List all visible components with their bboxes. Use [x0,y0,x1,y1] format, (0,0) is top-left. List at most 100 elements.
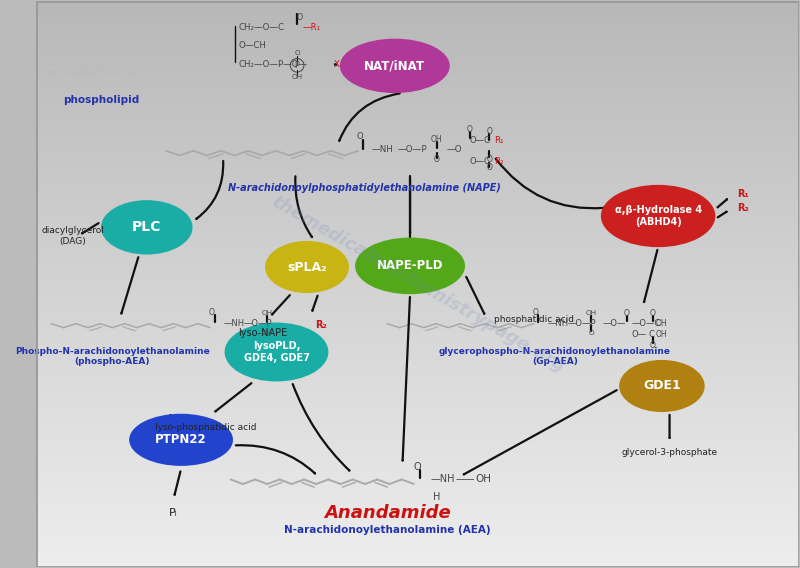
Bar [36,473,799,478]
Bar [36,421,799,425]
Bar [36,119,799,123]
Bar [36,15,799,19]
Text: O: O [624,309,630,318]
Text: OH: OH [475,474,491,485]
Bar [36,345,799,350]
Bar [36,336,799,341]
Bar [36,298,799,303]
Bar [36,143,799,147]
Bar [36,496,799,501]
Bar [36,544,799,549]
Bar [36,440,799,445]
Bar [36,29,799,34]
Bar [36,374,799,378]
Bar [36,185,799,190]
Bar [36,128,799,133]
Bar [36,331,799,336]
Bar [36,501,799,506]
Bar [36,161,799,166]
Bar [36,10,799,15]
Ellipse shape [340,39,450,93]
Text: O: O [486,164,492,172]
Bar [36,529,799,534]
Bar [36,416,799,421]
Bar [36,19,799,24]
Bar [36,435,799,440]
Text: themedicalbiochemistrypage.org: themedicalbiochemistrypage.org [268,193,567,375]
Bar [36,274,799,279]
Text: —O—C: —O—C [631,319,661,328]
Bar [36,312,799,317]
Text: —R₁: —R₁ [302,23,321,32]
Bar [36,208,799,213]
Bar [36,90,799,95]
Bar [36,6,799,10]
Bar [36,170,799,176]
Ellipse shape [355,237,465,294]
Text: R₂: R₂ [314,320,326,330]
Bar [36,534,799,539]
Text: R₂: R₂ [737,203,749,213]
Text: O: O [209,308,214,317]
Text: OH: OH [656,319,667,328]
Text: X: X [334,60,340,69]
Bar [36,100,799,105]
Bar [36,57,799,62]
Text: O: O [486,127,492,136]
Bar [36,388,799,392]
Text: O: O [650,309,656,318]
Bar [36,270,799,274]
Bar [36,105,799,109]
Text: lyso-NAPE: lyso-NAPE [238,328,287,338]
Text: O: O [486,155,492,164]
Bar [36,562,799,567]
Text: —NH: —NH [547,319,569,328]
Text: OH: OH [656,331,667,340]
Text: C: C [648,331,654,340]
Text: OH: OH [262,330,273,336]
Bar [36,95,799,100]
Bar [36,515,799,520]
Text: O: O [650,341,656,350]
Text: H: H [433,492,441,502]
Bar [36,407,799,411]
Text: lyso-phosphatidic acid: lyso-phosphatidic acid [154,423,256,432]
Bar [36,237,799,241]
Text: glycerol-3-phosphate: glycerol-3-phosphate [622,448,718,457]
Bar [36,317,799,322]
Text: N-arachidonoylphosphatidylethanolamine (NAPE): N-arachidonoylphosphatidylethanolamine (… [228,183,501,193]
Bar [36,180,799,185]
Bar [36,62,799,67]
Bar [36,260,799,265]
Bar [36,199,799,204]
Text: Phospho-N-arachidonoylethanolamine
(phospho-AEA): Phospho-N-arachidonoylethanolamine (phos… [15,347,210,366]
Text: CH₂—O—C: CH₂—O—C [238,23,284,32]
Bar [36,360,799,364]
Text: —NH: —NH [372,145,394,154]
Ellipse shape [265,241,349,293]
Bar [36,378,799,383]
Text: R₁: R₁ [494,136,504,145]
Text: α,β-Hydrolase 4
(ABHD4): α,β-Hydrolase 4 (ABHD4) [614,205,702,227]
Ellipse shape [601,185,715,247]
Bar [36,256,799,260]
Text: diacylglycerol
(DAG): diacylglycerol (DAG) [42,226,104,245]
Bar [36,213,799,218]
Bar [36,152,799,157]
Bar [36,194,799,199]
Bar [36,24,799,29]
Bar [36,303,799,308]
Text: OH: OH [262,311,273,316]
Ellipse shape [101,200,193,254]
Bar [36,411,799,416]
Bar [36,398,799,402]
Bar [36,1,799,6]
Text: O: O [466,125,473,134]
Bar [36,511,799,515]
Text: O—C: O—C [470,136,490,145]
Bar [36,478,799,482]
Bar [36,459,799,463]
Bar [36,204,799,208]
Text: ——: —— [456,474,475,485]
Bar [36,402,799,407]
